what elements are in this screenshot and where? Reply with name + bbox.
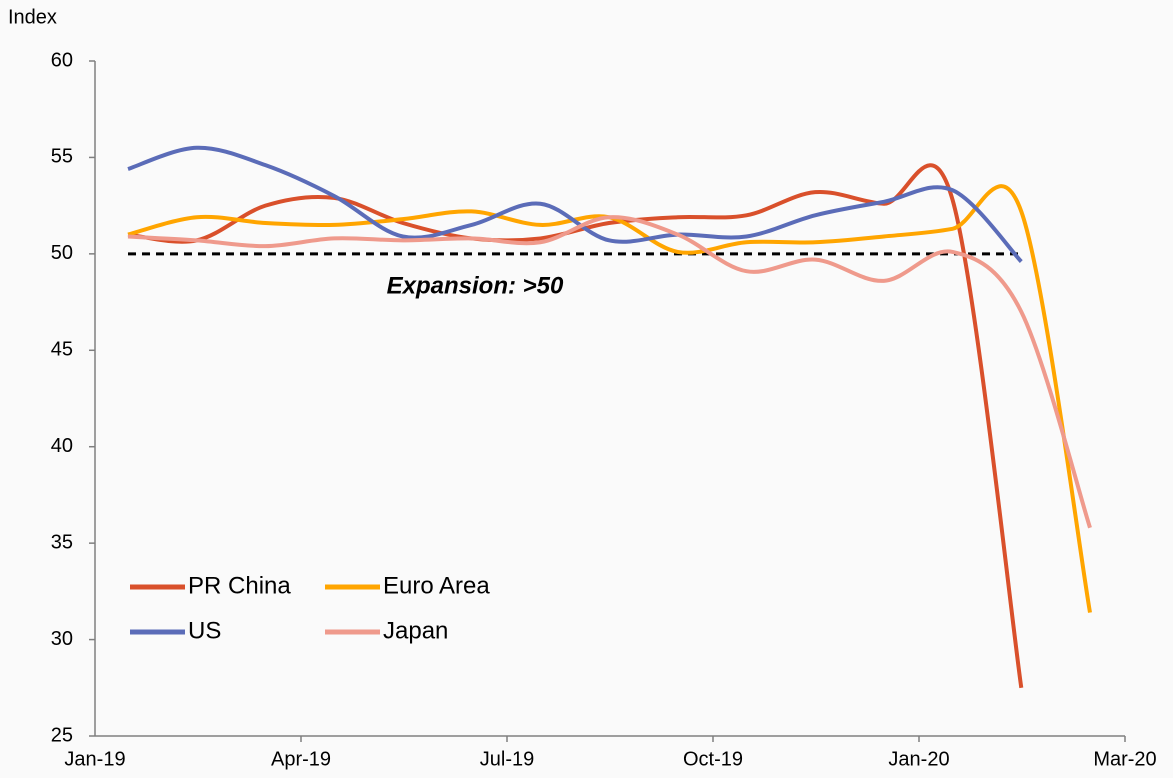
y-tick-label: 55: [51, 146, 73, 168]
x-tick-label: Jan-20: [888, 748, 949, 770]
x-tick-label: Oct-19: [683, 748, 743, 770]
x-tick-label: Jan-19: [64, 748, 125, 770]
y-tick-label: 35: [51, 531, 73, 553]
legend-label: US: [188, 617, 221, 644]
y-tick-label: 60: [51, 49, 73, 71]
y-tick-label: 45: [51, 339, 73, 361]
x-tick-label: Apr-19: [271, 748, 331, 770]
legend-label: PR China: [188, 572, 291, 599]
y-tick-label: 25: [51, 724, 73, 746]
y-tick-label: 50: [51, 242, 73, 264]
series-line: [127, 145, 1023, 263]
annotation: Expansion: >50: [387, 272, 564, 299]
series-line: [127, 184, 1092, 613]
y-axis-label: Index: [8, 6, 57, 28]
x-tick-label: Jul-19: [480, 748, 534, 770]
legend-label: Euro Area: [383, 572, 490, 599]
x-tick-label: Mar-20: [1093, 748, 1156, 770]
series-line: [127, 215, 1092, 529]
y-tick-label: 30: [51, 628, 73, 650]
legend-label: Japan: [383, 617, 448, 644]
y-tick-label: 40: [51, 435, 73, 457]
